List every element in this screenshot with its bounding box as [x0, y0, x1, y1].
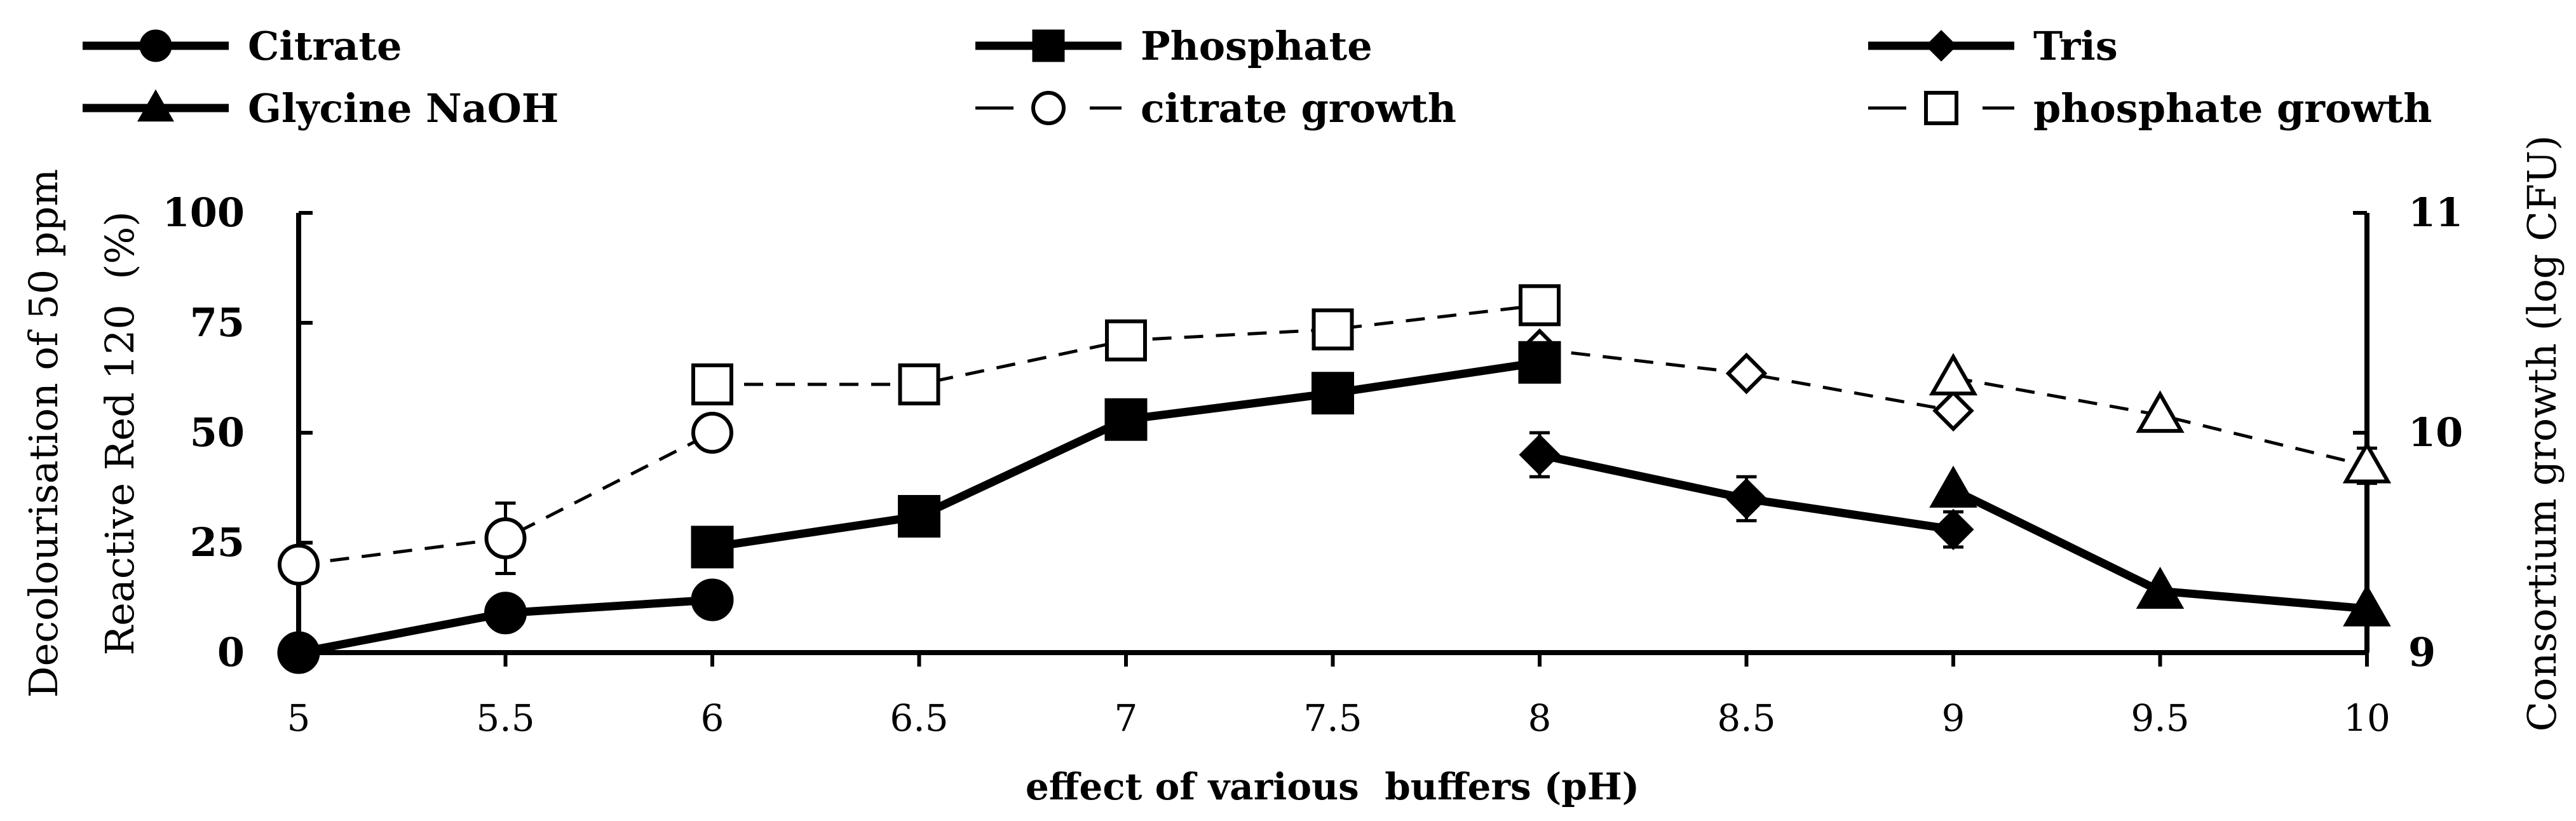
data-point: [1519, 284, 1561, 327]
legend-marker: [1925, 30, 1957, 62]
legend-label: Citrate: [248, 23, 402, 69]
axes: [296, 213, 2369, 655]
y-left-tick-label: 25: [190, 519, 245, 566]
legend-label: Glycine NaOH: [248, 85, 559, 132]
legend-entry: Tris: [1868, 23, 2118, 69]
series-glycine-growth: [1929, 353, 2392, 485]
legend-label: Phosphate: [1141, 23, 1373, 69]
series: [277, 284, 2392, 674]
x-tick-label: 7: [1115, 696, 1138, 740]
y-left-tick-label: 75: [190, 299, 245, 346]
x-axis-label: effect of various buffers (pH): [1026, 765, 1639, 808]
legend-entry: phosphate growth: [1868, 85, 2432, 132]
x-tick-label: 5.5: [476, 696, 534, 740]
x-tick-label: 8.5: [1717, 696, 1775, 740]
y-left-tick-label: 100: [163, 189, 245, 236]
data-point: [1929, 353, 1978, 396]
legend-entry: Glycine NaOH: [83, 85, 559, 132]
series-tris-growth: [1519, 328, 1974, 432]
data-point: [484, 592, 527, 635]
series-tris: [1519, 431, 1974, 550]
legend-label: Tris: [2033, 23, 2118, 69]
data-point: [691, 363, 733, 405]
legend-marker: [139, 29, 172, 62]
data-point: [2343, 584, 2391, 627]
data-point: [484, 517, 527, 560]
series-glycine-naoh: [1929, 465, 2391, 627]
data-point: [1518, 341, 1561, 384]
legend: Citrate Phosphate Tris Glycine NaOH citrate …: [83, 23, 2432, 132]
data-point: [2136, 566, 2185, 609]
data-point: [1932, 508, 1974, 550]
series-citrate: [277, 578, 734, 674]
x-tick-label: 7.5: [1303, 696, 1362, 740]
y-axis-left-label-line2: Reactive Red 120 (%): [97, 211, 143, 655]
y-axis-right-label: Consortium growth (log CFU): [2519, 135, 2565, 732]
y-left-tick-label: 0: [217, 629, 245, 675]
x-tick-label: 8: [1528, 696, 1552, 740]
series-phosphate: [691, 341, 1561, 569]
data-point: [1104, 398, 1148, 441]
data-point: [1105, 319, 1147, 362]
legend-entry: Citrate: [83, 23, 402, 69]
data-point: [1725, 478, 1768, 520]
x-tick-label: 5: [287, 696, 311, 740]
legend-label: citrate growth: [1141, 85, 1456, 132]
y-axis-left-label-line1: Decolourisation of 50 ppm: [20, 169, 67, 698]
legend-marker: [1924, 91, 1958, 125]
data-point: [2136, 390, 2185, 433]
y-right-tick-label: 9: [2408, 629, 2436, 675]
x-tick-label: 6.5: [890, 696, 948, 740]
x-tick-label: 9.5: [2131, 696, 2189, 740]
y-left-tick-label: 50: [190, 409, 245, 456]
data-point: [691, 578, 734, 621]
data-point: [691, 526, 734, 569]
data-point: [1312, 372, 1354, 415]
data-point: [278, 543, 320, 586]
data-point: [1929, 465, 1977, 508]
data-point: [1725, 352, 1768, 395]
y-right-tick-label: 11: [2408, 189, 2463, 236]
data-point: [277, 631, 320, 674]
legend-marker: [1031, 91, 1066, 125]
x-tick-label: 10: [2343, 696, 2390, 740]
y-right-tick-label: 10: [2408, 409, 2463, 456]
legend-marker: [137, 89, 174, 122]
legend-entry: citrate growth: [975, 85, 1456, 132]
data-point: [691, 412, 733, 454]
data-point: [1932, 390, 1974, 432]
series-line: [712, 358, 1540, 552]
series-line: [1953, 376, 2368, 468]
data-point: [1312, 308, 1354, 351]
data-point: [2342, 440, 2392, 484]
data-point: [1519, 434, 1561, 476]
data-point: [898, 363, 940, 405]
data-point: [898, 494, 940, 538]
legend-label: phosphate growth: [2033, 85, 2432, 132]
series-phosphate-growth: [691, 284, 1561, 405]
series-citrate-growth: [278, 412, 733, 586]
x-tick-label: 6: [701, 696, 724, 740]
x-tick-label: 9: [1942, 696, 1965, 740]
legend-entry: Phosphate: [975, 23, 1373, 69]
legend-marker: [1032, 29, 1065, 62]
